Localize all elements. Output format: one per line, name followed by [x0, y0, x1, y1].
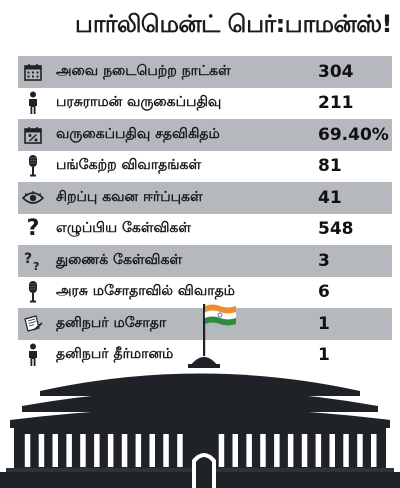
indian-flag-icon	[204, 304, 237, 326]
double-question-icon: ? ?	[18, 245, 48, 276]
colonnade-gap	[149, 434, 155, 467]
colonnade-gap	[357, 434, 363, 467]
svg-text:?: ?	[24, 251, 32, 267]
calendar-icon	[18, 56, 48, 87]
stat-label: பரசுராமன் வருகைப்பதிவு	[56, 94, 222, 111]
stat-label: எழுப்பிய கேள்விகள்	[56, 220, 191, 237]
stat-value: 81	[318, 156, 342, 177]
stat-row: சிறப்பு கவன ஈர்ப்புகள் 41	[18, 182, 392, 214]
colonnade-gap	[287, 434, 294, 467]
stat-value: 69.40%	[318, 124, 389, 145]
stat-value: 3	[318, 250, 330, 271]
colonnade-gap	[246, 434, 252, 467]
colonnade-gap	[24, 434, 31, 467]
question-icon: ?	[26, 216, 40, 242]
stat-label: தனிநபர் தீர்மானம்	[56, 346, 174, 363]
parliament-building-illustration	[0, 304, 400, 488]
stat-value: 304	[318, 61, 354, 82]
percent-calendar-icon	[18, 119, 48, 150]
document-pen-icon	[18, 308, 48, 339]
stat-label: அவை நடைபெற்ற நாட்கள்	[56, 62, 231, 79]
stat-label: துணைக் கேள்விகள்	[56, 251, 183, 268]
colonnade-gap	[315, 434, 322, 467]
stat-label: சிறப்பு கவன ஈர்ப்புகள்	[56, 188, 203, 205]
stat-row: பரசுராமன் வருகைப்பதிவு 211	[18, 87, 392, 119]
stat-label: பங்கேற்ற விவாதங்கள்	[56, 157, 202, 174]
colonnade-gap	[94, 434, 100, 467]
colonnade-gap	[329, 434, 335, 467]
stat-label: வருகைப்பதிவு சதவிகிதம்	[56, 125, 220, 142]
microphone-icon	[18, 277, 48, 308]
colonnade-gap	[66, 434, 72, 467]
stat-row: ? எழுப்பிய கேள்விகள் 548	[18, 213, 392, 245]
stat-value: 1	[318, 345, 330, 366]
stat-value: 6	[318, 282, 330, 303]
stat-row: அரசு மசோதாவில் விவாதம் 6	[18, 276, 392, 308]
stat-row: வருகைப்பதிவு சதவிகிதம் 69.40%	[18, 119, 392, 151]
stat-label: தனிநபர் மசோதா	[56, 314, 167, 331]
stat-value: 211	[318, 93, 354, 114]
colonnade-gap	[260, 434, 266, 467]
colonnade-gap	[274, 434, 280, 467]
stat-value: 1	[318, 313, 330, 334]
stat-row: அவை நடைபெற்ற நாட்கள் 304	[18, 56, 392, 88]
stats-list: அவை நடைபெற்ற நாட்கள் 304 பரசுராமன் வருகை…	[18, 56, 392, 371]
stat-label: அரசு மசோதாவில் விவாதம்	[56, 283, 235, 300]
person-icon	[18, 340, 48, 371]
colonnade-gap	[38, 434, 45, 467]
colonnade-gap	[343, 434, 349, 467]
colonnade-gap	[232, 434, 238, 467]
colonnade-gap	[107, 434, 114, 467]
person-icon	[18, 88, 48, 119]
colonnade-gap	[121, 434, 128, 467]
svg-text:?: ?	[33, 260, 39, 272]
stat-row: ? ? துணைக் கேள்விகள் 3	[18, 245, 392, 277]
colonnade-gap	[80, 434, 86, 467]
colonnade-gap	[135, 434, 142, 467]
colonnade-gap	[371, 434, 377, 467]
eye-icon	[18, 182, 48, 213]
colonnade-gap	[52, 434, 58, 467]
colonnade-gap	[163, 434, 169, 467]
colonnade-gap	[218, 434, 225, 467]
flag-pole	[203, 304, 206, 356]
stat-value: 548	[318, 219, 354, 240]
page-title: பார்லிமென்ட் பெர்:பாமன்ஸ்!	[75, 10, 393, 38]
stat-value: 41	[318, 187, 342, 208]
colonnade-gap	[301, 434, 308, 467]
microphone-icon	[18, 151, 48, 182]
stat-row: பங்கேற்ற விவாதங்கள் 81	[18, 150, 392, 182]
colonnade-gap	[177, 434, 183, 467]
